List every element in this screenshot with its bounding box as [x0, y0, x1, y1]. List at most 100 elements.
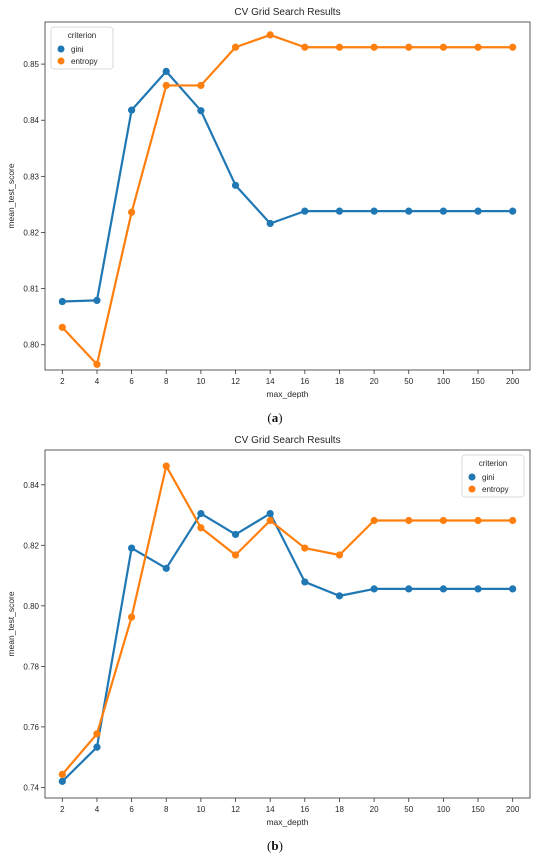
caption-b: (b) [267, 838, 283, 853]
x-tick-label: 8 [164, 377, 169, 386]
x-tick-label: 150 [471, 805, 485, 814]
data-point-entropy [58, 323, 66, 331]
x-tick-label: 14 [266, 377, 275, 386]
legend-box [461, 454, 525, 498]
legend-marker-gini [57, 45, 65, 53]
data-point-entropy [58, 770, 66, 778]
data-point-entropy [162, 462, 170, 470]
data-point-entropy [370, 516, 378, 525]
x-tick-label: 200 [506, 805, 520, 814]
x-tick-label: 100 [437, 805, 451, 814]
x-tick-label: 14 [266, 805, 275, 814]
x-tick-label: 20 [370, 377, 379, 386]
data-point-gini [162, 564, 170, 572]
series-line-entropy [61, 464, 513, 776]
y-tick-label: 0.76 [23, 723, 39, 732]
data-point-gini [439, 585, 447, 593]
chart-panel-b: CV Grid Search Results 2 4 6 8 10 12 14 16 18 20 50… [0, 428, 550, 856]
x-tick-label: 100 [437, 377, 451, 386]
x-tick-label: 2 [60, 377, 65, 386]
data-point-entropy [370, 43, 378, 51]
chart-title: CV Grid Search Results [234, 435, 340, 446]
x-tick-label: 150 [471, 377, 485, 386]
x-tick-label: 16 [300, 377, 309, 386]
y-tick-label: 0.82 [23, 541, 39, 550]
data-point-gini [301, 207, 309, 215]
plot-frame [44, 21, 531, 371]
data-point-gini [266, 219, 274, 228]
data-point-gini [405, 207, 413, 215]
x-tick-label: 10 [196, 377, 205, 386]
x-tick-label: 6 [129, 377, 134, 386]
data-point-gini [197, 509, 205, 518]
chart-title: CV Grid Search Results [234, 7, 340, 18]
data-point-gini [509, 207, 517, 215]
x-tick-label: 10 [196, 805, 205, 814]
x-tick-label: 4 [95, 377, 100, 386]
series-line-gini [61, 512, 513, 783]
x-tick-label: 8 [164, 805, 169, 814]
data-point-gini [405, 585, 413, 593]
data-point-gini [266, 509, 274, 518]
x-tick-label: 6 [129, 805, 134, 814]
x-tick-label: 2 [60, 805, 65, 814]
data-point-gini [370, 207, 378, 215]
y-tick-label: 0.84 [23, 481, 39, 490]
y-tick-label: 0.84 [23, 116, 39, 125]
data-point-gini [370, 585, 378, 593]
y-tick-label: 0.85 [23, 60, 39, 69]
chart-b: CV Grid Search Results 2 4 6 8 10 12 14 16 18 20 50… [6, 435, 531, 827]
legend-label-entropy: entropy [71, 57, 98, 66]
x-tick-label: 20 [370, 805, 379, 814]
legend-title: criterion [68, 31, 96, 40]
legend-label-entropy: entropy [482, 485, 509, 494]
data-point-gini [474, 207, 482, 215]
series-line-entropy [61, 33, 513, 366]
data-point-gini [231, 530, 240, 539]
data-point-entropy [335, 551, 344, 559]
chart-a: CV Grid Search Results 2 4 6 8 10 12 14 16 18 20 50… [6, 7, 531, 399]
data-point-entropy [128, 208, 136, 216]
x-axis-label: max_depth [266, 817, 308, 827]
data-point-entropy [93, 730, 101, 738]
legend-title: criterion [479, 459, 507, 468]
data-point-gini [162, 67, 170, 75]
legend-box [50, 26, 114, 70]
data-point-entropy [231, 551, 240, 559]
y-axis-label: mean_test_score [6, 591, 16, 656]
y-tick-label: 0.80 [23, 341, 39, 350]
data-point-gini [58, 777, 66, 785]
data-point-entropy [439, 43, 447, 51]
data-point-entropy [509, 43, 517, 51]
x-tick-label: 16 [300, 805, 309, 814]
data-point-gini [93, 296, 101, 304]
data-point-entropy [335, 43, 344, 51]
data-point-gini [197, 107, 205, 115]
data-point-entropy [474, 516, 482, 525]
data-point-entropy [197, 524, 205, 532]
y-axis-label: mean_test_score [6, 163, 16, 228]
y-tick-label: 0.74 [23, 783, 39, 792]
data-point-entropy [301, 544, 309, 552]
data-point-entropy [266, 31, 274, 39]
x-axis-label: max_depth [266, 389, 308, 399]
x-tick-label: 50 [404, 377, 413, 386]
data-point-gini [474, 585, 482, 593]
y-tick-label: 0.81 [23, 285, 39, 294]
legend-label-gini: gini [71, 45, 84, 54]
data-point-entropy [405, 516, 413, 525]
data-point-entropy [266, 516, 274, 525]
x-tick-label: 50 [404, 805, 413, 814]
legend-label-gini: gini [482, 473, 495, 482]
data-point-gini [128, 106, 136, 114]
legend-marker-entropy [468, 485, 476, 493]
data-point-gini [301, 578, 309, 586]
data-point-entropy [197, 81, 205, 90]
caption-a: (a) [267, 410, 283, 425]
data-point-entropy [509, 516, 517, 525]
data-point-gini [509, 585, 517, 593]
data-point-entropy [405, 43, 413, 51]
x-tick-label: 200 [506, 377, 520, 386]
data-point-gini [335, 592, 344, 600]
data-point-gini [335, 207, 344, 215]
